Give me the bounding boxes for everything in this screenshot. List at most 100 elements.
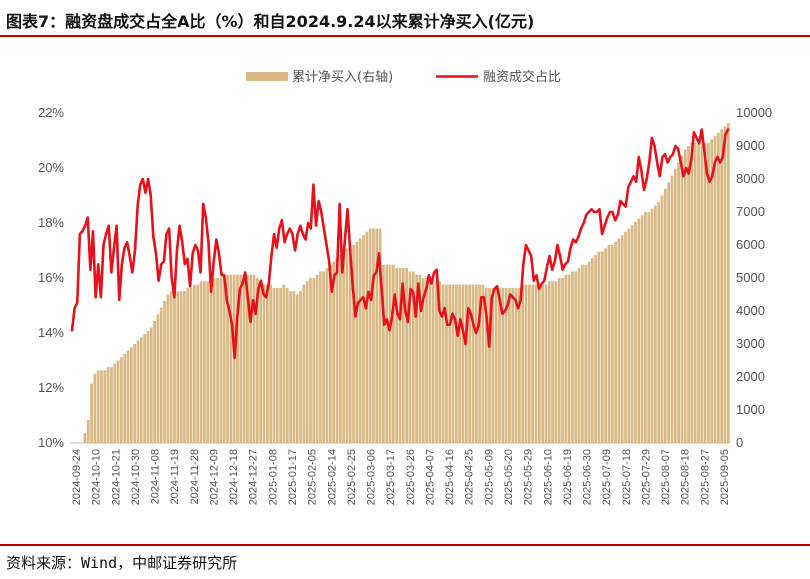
bar xyxy=(474,284,478,443)
bar xyxy=(163,301,166,443)
bar xyxy=(597,251,601,443)
bar xyxy=(382,264,385,443)
bar xyxy=(697,142,700,443)
bar xyxy=(146,330,150,443)
x-tick-label: 2025-07-09 xyxy=(601,449,613,505)
bar xyxy=(126,350,130,443)
bar xyxy=(663,188,667,443)
bar xyxy=(488,287,491,443)
bar xyxy=(262,284,266,443)
bar xyxy=(411,271,415,443)
bar xyxy=(305,281,309,443)
bar xyxy=(275,287,279,443)
bar xyxy=(292,291,296,443)
bar xyxy=(169,291,173,443)
bar xyxy=(620,235,624,443)
bar xyxy=(90,383,93,443)
bar xyxy=(86,419,90,443)
bar xyxy=(96,370,100,443)
x-tick-label: 2024-12-27 xyxy=(248,449,260,505)
bar xyxy=(501,287,505,443)
bar xyxy=(571,271,574,443)
bar xyxy=(713,136,717,443)
bar xyxy=(421,278,425,443)
x-tick-label: 2025-08-18 xyxy=(680,449,692,505)
bar xyxy=(425,278,428,443)
source-note: 资料来源：Wind，中邮证券研究所 xyxy=(6,554,238,572)
bar xyxy=(295,294,299,443)
bar xyxy=(554,281,558,443)
bar xyxy=(388,264,392,443)
bar xyxy=(265,284,269,443)
legend-label-bar: 累计净买入(右轴) xyxy=(292,70,393,85)
bar xyxy=(464,284,468,443)
bar xyxy=(136,340,140,443)
y-left-tick-label: 14% xyxy=(38,325,64,340)
y-right-tick-label: 9000 xyxy=(736,138,765,153)
bar xyxy=(338,254,342,443)
title-rule xyxy=(0,35,810,37)
bar xyxy=(680,155,684,443)
bar xyxy=(504,287,508,443)
bar xyxy=(100,370,103,443)
bar xyxy=(229,274,233,443)
line-series xyxy=(70,128,730,360)
bar xyxy=(401,268,405,443)
x-tick-label: 2024-10-10 xyxy=(91,449,103,505)
bar xyxy=(644,212,647,443)
bar xyxy=(577,268,581,443)
bar xyxy=(547,281,551,443)
bar xyxy=(445,284,448,443)
bar xyxy=(667,182,670,444)
bar xyxy=(398,268,402,443)
bar xyxy=(574,271,578,443)
bar xyxy=(139,337,143,443)
bar xyxy=(302,284,306,443)
bar xyxy=(226,274,229,443)
x-tick-label: 2025-08-07 xyxy=(660,449,672,505)
bar xyxy=(345,248,349,443)
y-right-tick-label: 5000 xyxy=(736,270,765,285)
bar xyxy=(309,278,312,443)
tick-labels: 10% 12% 14% 16% 18% 20% 22% 0 1000 2000 3000 4000 50… xyxy=(38,105,772,505)
bar xyxy=(511,287,515,443)
bar xyxy=(647,212,651,443)
bar xyxy=(176,291,180,443)
bar xyxy=(189,287,193,443)
bar xyxy=(498,287,501,443)
bar xyxy=(700,142,704,443)
bar xyxy=(541,284,544,443)
y-left-tick-label: 12% xyxy=(38,380,64,395)
bar xyxy=(657,202,661,443)
x-tick-label: 2025-02-14 xyxy=(326,449,338,505)
x-tick-label: 2024-11-08 xyxy=(150,449,162,504)
bar xyxy=(249,274,253,443)
bar xyxy=(196,284,200,443)
bar xyxy=(285,287,289,443)
bar xyxy=(256,278,259,443)
bar xyxy=(481,284,485,443)
bar xyxy=(186,287,190,443)
bar xyxy=(471,284,475,443)
bar xyxy=(710,139,714,443)
bar xyxy=(660,195,664,443)
bar xyxy=(617,238,621,443)
y-left-tick-label: 10% xyxy=(38,435,64,450)
bar xyxy=(368,228,372,443)
bar xyxy=(183,291,186,443)
legend-label-line: 融资成交占比 xyxy=(483,69,561,85)
bar xyxy=(328,264,332,443)
bar xyxy=(120,357,123,443)
y-right-tick-label: 2000 xyxy=(736,369,765,384)
x-tick-label: 2025-08-27 xyxy=(699,449,711,505)
bar xyxy=(352,245,355,443)
bar xyxy=(269,284,273,443)
bar xyxy=(405,268,408,443)
bar xyxy=(378,228,382,443)
bar xyxy=(342,251,345,443)
x-tick-label: 2025-05-09 xyxy=(483,449,495,505)
bar xyxy=(365,231,369,443)
bar xyxy=(418,274,422,443)
x-tick-label: 2025-05-29 xyxy=(523,449,535,505)
y-right-tick-label: 4000 xyxy=(736,303,765,318)
